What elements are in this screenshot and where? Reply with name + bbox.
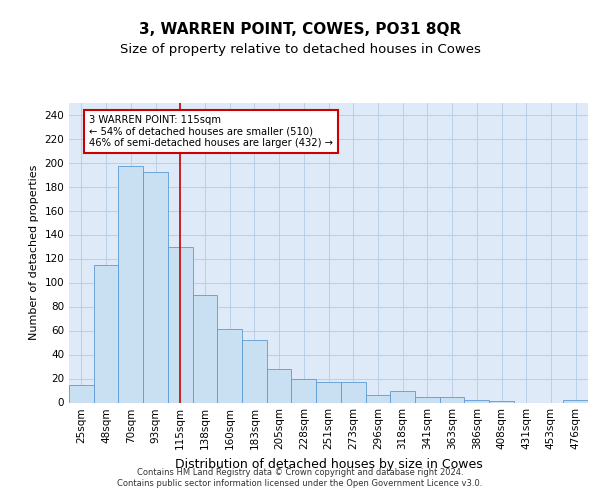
Text: Contains HM Land Registry data © Crown copyright and database right 2024.
Contai: Contains HM Land Registry data © Crown c… [118,468,482,487]
X-axis label: Distribution of detached houses by size in Cowes: Distribution of detached houses by size … [175,458,482,471]
Bar [365,396,390,402]
Y-axis label: Number of detached properties: Number of detached properties [29,165,39,340]
Bar [464,400,489,402]
Bar [69,384,94,402]
Bar [440,396,464,402]
Text: Size of property relative to detached houses in Cowes: Size of property relative to detached ho… [119,42,481,56]
Bar [94,264,118,402]
Bar [168,246,193,402]
Text: 3, WARREN POINT, COWES, PO31 8QR: 3, WARREN POINT, COWES, PO31 8QR [139,22,461,38]
Bar [316,382,341,402]
Bar [118,166,143,402]
Bar [415,396,440,402]
Bar [563,400,588,402]
Bar [143,172,168,402]
Text: 3 WARREN POINT: 115sqm
← 54% of detached houses are smaller (510)
46% of semi-de: 3 WARREN POINT: 115sqm ← 54% of detached… [89,114,333,148]
Bar [390,390,415,402]
Bar [292,378,316,402]
Bar [267,369,292,402]
Bar [341,382,365,402]
Bar [242,340,267,402]
Bar [193,294,217,403]
Bar [217,330,242,402]
